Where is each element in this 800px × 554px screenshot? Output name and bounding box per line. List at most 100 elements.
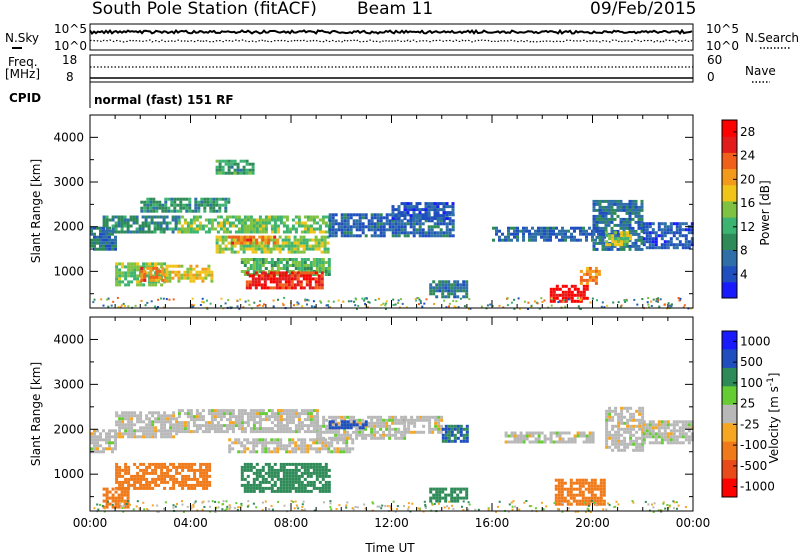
vel-data-cell: [246, 438, 250, 442]
pwr-data-cell: [135, 230, 139, 234]
vel-data-speck: [329, 506, 332, 509]
vel-data-cell: [373, 427, 377, 431]
vel-data-cell: [240, 415, 244, 419]
vel-data-cell: [321, 465, 325, 469]
vel-data-cell: [585, 434, 589, 438]
pwr-data-cell: [613, 202, 617, 206]
pwr-data-cell: [287, 244, 291, 248]
pwr-data-cell: [287, 286, 291, 290]
pwr-data-speck: [418, 303, 420, 306]
pwr-data-cell: [144, 218, 148, 222]
pwr-data-cell: [594, 238, 597, 242]
pwr-data-cell: [582, 296, 586, 300]
vel-data-cell: [635, 445, 639, 449]
vel-data-speck: [181, 500, 183, 503]
pwr-data-speck: [282, 304, 285, 307]
power-colorbar-tick-label: 4: [740, 267, 748, 281]
vel-data-cell: [312, 438, 316, 442]
pwr-data-cell: [654, 243, 658, 247]
vel-data-cell: [148, 435, 152, 439]
vel-data-speck: [214, 511, 217, 513]
pwr-data-cell: [296, 238, 300, 242]
vel-data-cell: [554, 478, 558, 482]
vel-data-cell: [404, 418, 408, 422]
vel-data-cell: [641, 412, 645, 416]
pwr-data-speck: [364, 302, 367, 305]
vel-data-speck: [595, 503, 598, 506]
pwr-data-speck: [657, 299, 660, 302]
pwr-data-cell: [623, 243, 627, 247]
pwr-data-cell: [294, 221, 298, 225]
pwr-data-cell: [681, 243, 685, 247]
vel-data-cell: [666, 432, 670, 436]
vel-data-cell: [297, 444, 301, 448]
pwr-data-cell: [331, 228, 335, 232]
vel-data-cell: [331, 420, 335, 424]
pwr-data-cell: [601, 229, 605, 233]
vel-data-cell: [276, 450, 280, 454]
vel-data-cell: [282, 486, 286, 490]
pwr-data-cell: [296, 274, 300, 278]
vel-data-cell: [264, 430, 268, 434]
pwr-data-cell: [245, 244, 249, 248]
pwr-data-cell: [564, 284, 568, 288]
pwr-data-speck: [281, 302, 284, 305]
pwr-data-cell: [118, 268, 122, 272]
vel-data-cell: [154, 471, 158, 475]
pwr-data-cell: [534, 235, 537, 239]
vel-data-cell: [315, 427, 319, 431]
vel-data-speck: [389, 506, 392, 509]
pwr-data-cell: [349, 216, 353, 220]
vel-data-cell: [416, 415, 420, 419]
pwr-data-cell: [183, 221, 187, 225]
pwr-data-cell: [312, 261, 316, 264]
pwr-data-cell: [293, 244, 297, 248]
pwr-data-cell: [133, 268, 137, 272]
vel-data-cell: [663, 426, 667, 430]
pwr-data-cell: [207, 267, 211, 271]
vel-data-cell: [585, 440, 589, 444]
pwr-data-cell: [394, 214, 398, 218]
pwr-data-cell: [570, 235, 573, 239]
vel-data-cell: [172, 465, 176, 469]
vel-data-cell: [465, 490, 469, 494]
pwr-data-cell: [592, 244, 596, 248]
vel-data-cell: [258, 468, 262, 472]
pwr-data-cell: [258, 218, 262, 222]
pwr-data-cell: [626, 240, 630, 244]
vel-data-cell: [328, 436, 332, 440]
vel-data-speck: [301, 503, 304, 506]
pwr-data-cell: [628, 244, 632, 248]
pwr-data-cell: [441, 292, 445, 296]
pwr-data-cell: [660, 228, 664, 232]
pwr-data-cell: [669, 231, 673, 235]
vel-data-cell: [166, 468, 170, 472]
pwr-data-cell: [249, 224, 253, 228]
vel-data-cell: [638, 445, 642, 449]
pwr-data-cell: [121, 280, 125, 284]
pwr-data-cell: [149, 200, 153, 204]
pwr-data-cell: [147, 215, 151, 219]
vel-data-cell: [252, 483, 256, 487]
vel-data-cell: [648, 432, 652, 436]
pwr-data-cell: [161, 272, 165, 276]
vel-data-speck: [176, 503, 178, 505]
vel-data-cell: [199, 483, 203, 487]
vel-data-cell: [267, 468, 271, 472]
vel-data-cell: [175, 471, 179, 475]
pwr-data-cell: [619, 199, 623, 203]
pwr-data-cell: [412, 208, 416, 212]
vel-data-cell: [243, 438, 247, 442]
pwr-data-cell: [165, 270, 169, 274]
vel-data-cell: [142, 474, 146, 478]
vel-data-cell: [213, 412, 217, 416]
vel-data-cell: [447, 424, 451, 428]
pwr-data-cell: [445, 211, 449, 215]
pwr-data-cell: [327, 270, 331, 273]
vel-data-cell: [324, 486, 328, 490]
vel-data-cell: [207, 427, 211, 431]
pwr-data-cell: [174, 224, 178, 228]
pwr-data-cell: [198, 224, 202, 228]
pwr-data-cell: [352, 234, 356, 238]
vel-data-cell: [294, 468, 298, 472]
